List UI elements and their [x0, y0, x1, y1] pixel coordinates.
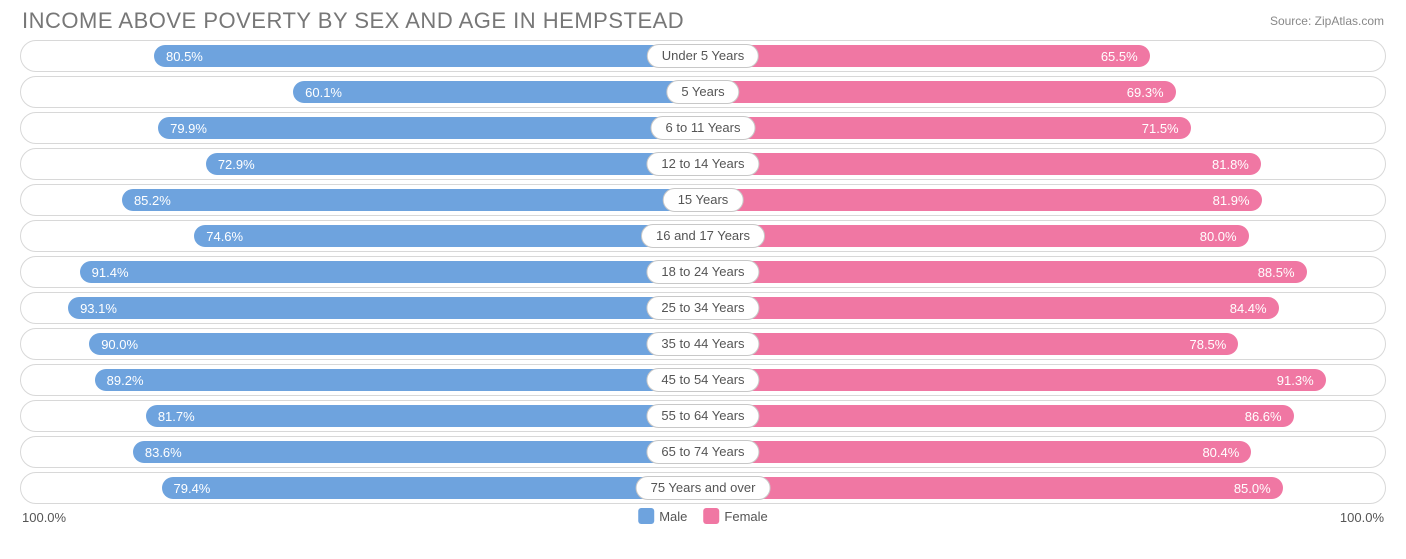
bar-male-value: 60.1%: [293, 85, 354, 100]
bar-male-value: 81.7%: [146, 409, 207, 424]
legend-male: Male: [638, 508, 687, 524]
chart-footer: 100.0% Male Female 100.0%: [20, 508, 1386, 532]
bar-male-value: 93.1%: [68, 301, 129, 316]
swatch-male: [638, 508, 654, 524]
bar-male-value: 89.2%: [95, 373, 156, 388]
axis-label-left: 100.0%: [22, 510, 66, 525]
legend: Male Female: [638, 508, 768, 524]
bar-male: 81.7%: [146, 405, 703, 427]
bar-male: 93.1%: [68, 297, 703, 319]
chart-row: 80.5% 65.5% Under 5 Years: [20, 40, 1386, 72]
bar-male: 79.4%: [162, 477, 704, 499]
bar-female-value: 81.8%: [1200, 157, 1261, 172]
chart-row: 74.6% 80.0% 16 and 17 Years: [20, 220, 1386, 252]
bar-female: 84.4%: [703, 297, 1279, 319]
category-label: 16 and 17 Years: [641, 224, 765, 248]
chart-source: Source: ZipAtlas.com: [1270, 14, 1384, 28]
bar-female-value: 69.3%: [1115, 85, 1176, 100]
chart-row: 83.6% 80.4% 65 to 74 Years: [20, 436, 1386, 468]
bar-female-value: 78.5%: [1177, 337, 1238, 352]
bar-male-value: 72.9%: [206, 157, 267, 172]
bar-male: 85.2%: [122, 189, 703, 211]
chart-row: 90.0% 78.5% 35 to 44 Years: [20, 328, 1386, 360]
bar-female-value: 71.5%: [1130, 121, 1191, 136]
bar-female: 71.5%: [703, 117, 1191, 139]
bar-female-value: 85.0%: [1222, 481, 1283, 496]
bar-male-value: 85.2%: [122, 193, 183, 208]
bar-male-value: 83.6%: [133, 445, 194, 460]
bar-male-value: 91.4%: [80, 265, 141, 280]
legend-female: Female: [703, 508, 767, 524]
bar-female: 91.3%: [703, 369, 1326, 391]
chart-row: 91.4% 88.5% 18 to 24 Years: [20, 256, 1386, 288]
bar-female: 80.4%: [703, 441, 1251, 463]
bar-female: 65.5%: [703, 45, 1150, 67]
bar-male-value: 74.6%: [194, 229, 255, 244]
bar-male: 90.0%: [89, 333, 703, 355]
chart-header: INCOME ABOVE POVERTY BY SEX AND AGE IN H…: [0, 0, 1406, 38]
bar-female: 81.9%: [703, 189, 1262, 211]
category-label: 15 Years: [663, 188, 744, 212]
category-label: Under 5 Years: [647, 44, 759, 68]
bar-male: 74.6%: [194, 225, 703, 247]
chart-row: 72.9% 81.8% 12 to 14 Years: [20, 148, 1386, 180]
category-label: 35 to 44 Years: [646, 332, 759, 356]
bar-female: 86.6%: [703, 405, 1294, 427]
bar-male-value: 79.4%: [162, 481, 223, 496]
bar-male: 80.5%: [154, 45, 703, 67]
bar-female: 88.5%: [703, 261, 1307, 283]
bar-female-value: 91.3%: [1265, 373, 1326, 388]
bar-male: 79.9%: [158, 117, 703, 139]
bar-male: 91.4%: [80, 261, 703, 283]
chart-row: 89.2% 91.3% 45 to 54 Years: [20, 364, 1386, 396]
category-label: 65 to 74 Years: [646, 440, 759, 464]
bar-female-value: 86.6%: [1233, 409, 1294, 424]
bar-female-value: 88.5%: [1246, 265, 1307, 280]
category-label: 18 to 24 Years: [646, 260, 759, 284]
chart-row: 79.4% 85.0% 75 Years and over: [20, 472, 1386, 504]
bar-female-value: 84.4%: [1218, 301, 1279, 316]
bar-male: 83.6%: [133, 441, 703, 463]
bar-female-value: 81.9%: [1201, 193, 1262, 208]
bar-female-value: 65.5%: [1089, 49, 1150, 64]
bar-female: 85.0%: [703, 477, 1283, 499]
axis-label-right: 100.0%: [1340, 510, 1384, 525]
bar-male: 89.2%: [95, 369, 703, 391]
chart-title: INCOME ABOVE POVERTY BY SEX AND AGE IN H…: [22, 8, 684, 34]
swatch-female: [703, 508, 719, 524]
bar-female: 80.0%: [703, 225, 1249, 247]
bar-female-value: 80.4%: [1190, 445, 1251, 460]
category-label: 6 to 11 Years: [651, 116, 756, 140]
category-label: 12 to 14 Years: [646, 152, 759, 176]
legend-female-label: Female: [724, 509, 767, 524]
category-label: 25 to 34 Years: [646, 296, 759, 320]
chart-row: 79.9% 71.5% 6 to 11 Years: [20, 112, 1386, 144]
diverging-bar-chart: 80.5% 65.5% Under 5 Years 60.1% 69.3% 5 Years…: [0, 38, 1406, 504]
bar-female: 81.8%: [703, 153, 1261, 175]
bar-female-value: 80.0%: [1188, 229, 1249, 244]
bar-male-value: 80.5%: [154, 49, 215, 64]
legend-male-label: Male: [659, 509, 687, 524]
category-label: 45 to 54 Years: [646, 368, 759, 392]
category-label: 55 to 64 Years: [646, 404, 759, 428]
bar-male-value: 90.0%: [89, 337, 150, 352]
bar-male: 60.1%: [293, 81, 703, 103]
chart-row: 93.1% 84.4% 25 to 34 Years: [20, 292, 1386, 324]
chart-row: 60.1% 69.3% 5 Years: [20, 76, 1386, 108]
bar-male: 72.9%: [206, 153, 703, 175]
category-label: 75 Years and over: [636, 476, 771, 500]
bar-female: 78.5%: [703, 333, 1238, 355]
category-label: 5 Years: [666, 80, 739, 104]
chart-row: 85.2% 81.9% 15 Years: [20, 184, 1386, 216]
chart-row: 81.7% 86.6% 55 to 64 Years: [20, 400, 1386, 432]
bar-female: 69.3%: [703, 81, 1176, 103]
bar-male-value: 79.9%: [158, 121, 219, 136]
